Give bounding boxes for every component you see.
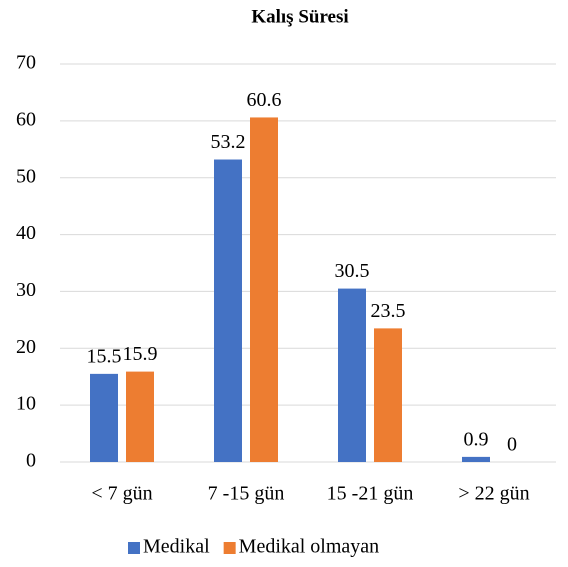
data-label: 60.6 (247, 89, 282, 111)
data-label: 0 (507, 434, 517, 456)
data-label: 0.9 (464, 428, 489, 450)
y-tick-label: 60 (16, 108, 36, 130)
chart-title: Kalış Süresi (251, 6, 348, 27)
legend-swatch (128, 542, 140, 554)
y-tick-label: 10 (16, 393, 36, 415)
data-label: 53.2 (211, 131, 246, 153)
x-tick-label: 7 -15 gün (208, 483, 285, 505)
x-tick-label: 15 -21 gün (327, 483, 414, 505)
bar (126, 371, 154, 462)
bar (462, 456, 490, 462)
bar (90, 373, 118, 462)
legend-swatch (223, 542, 236, 554)
y-tick-label: 20 (16, 336, 36, 358)
data-label: 23.5 (371, 300, 406, 322)
bar (374, 328, 402, 462)
data-label: 15.9 (123, 343, 158, 365)
y-tick-label: 0 (26, 450, 36, 472)
bar (214, 159, 242, 462)
bar (250, 117, 278, 463)
legend-label: Medikal (143, 536, 210, 558)
x-tick-label: < 7 gün (91, 483, 152, 505)
legend-label: Medikal olmayan (239, 536, 380, 558)
data-label: 30.5 (335, 260, 370, 282)
x-tick-label: > 22 gün (458, 483, 529, 505)
y-tick-label: 30 (16, 279, 36, 301)
bar (338, 288, 366, 462)
y-tick-label: 40 (16, 222, 36, 244)
y-tick-label: 50 (16, 165, 36, 187)
data-label: 15.5 (87, 345, 122, 367)
y-tick-label: 70 (16, 52, 36, 74)
